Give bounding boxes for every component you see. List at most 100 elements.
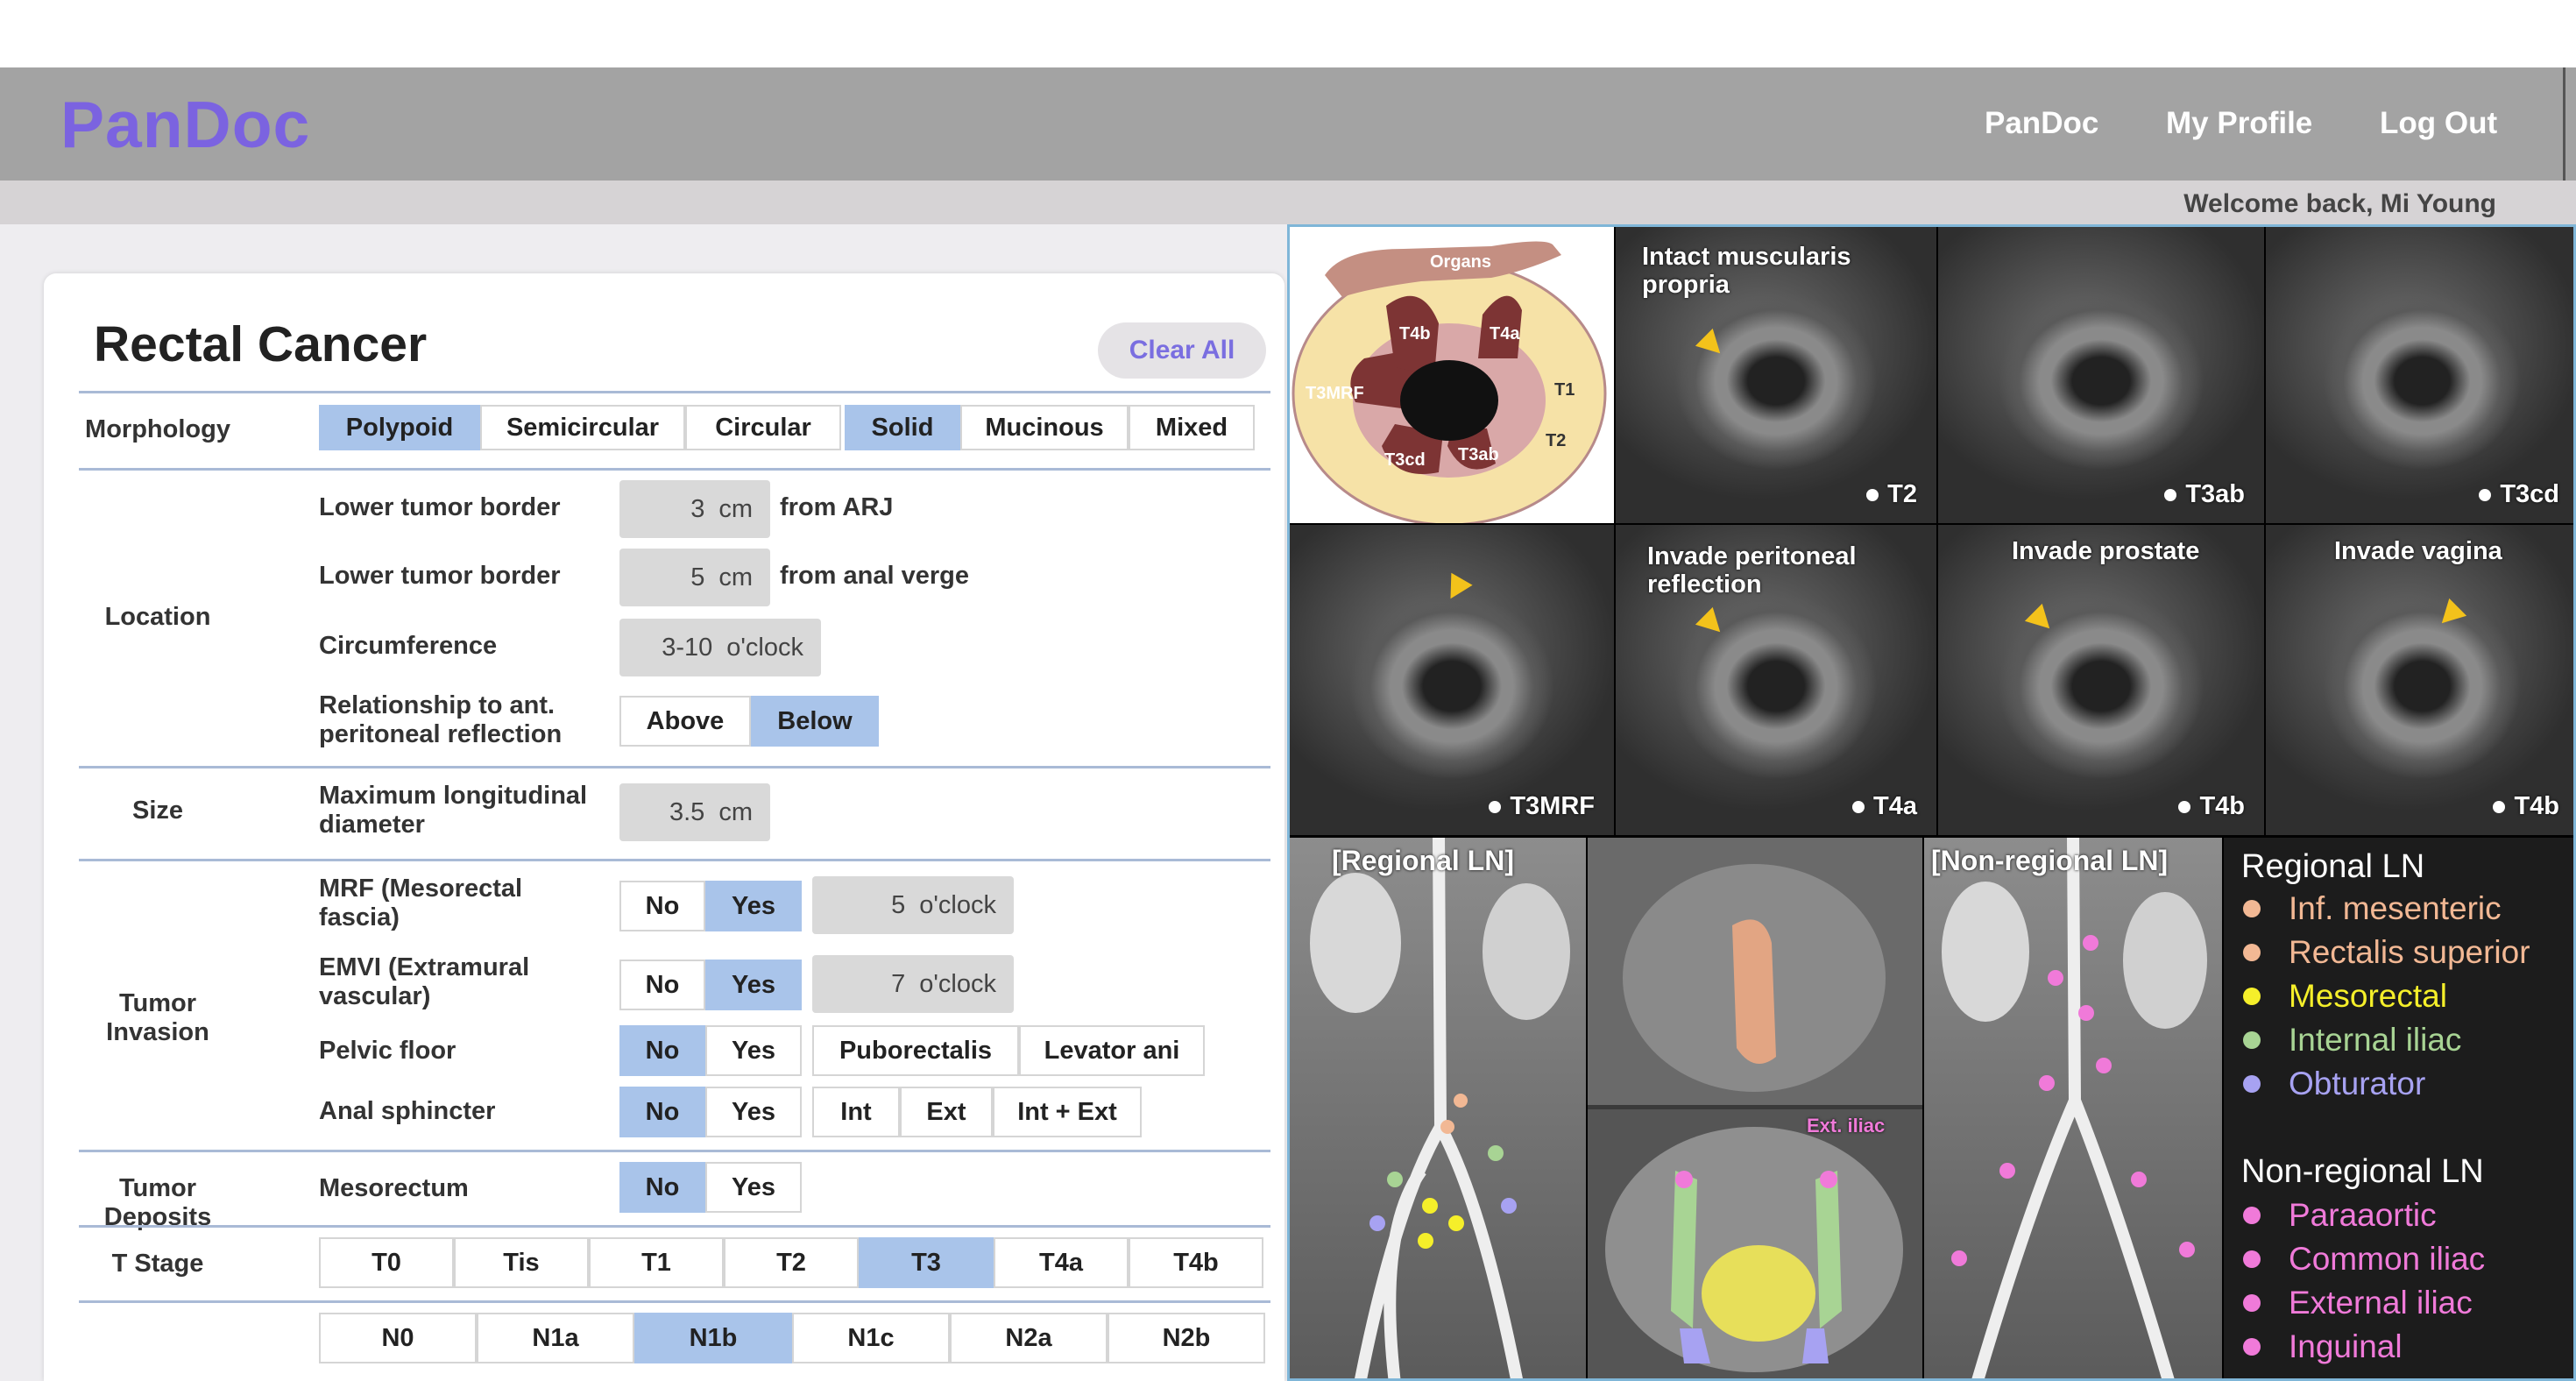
mesorectum-yes-button[interactable]: Yes: [705, 1162, 802, 1213]
legend-dot: [2243, 900, 2261, 917]
dot-icon: [2164, 488, 2177, 501]
tile-tag: T3ab: [2164, 480, 2245, 509]
anal-sphincter-yes-button[interactable]: Yes: [705, 1087, 802, 1137]
tile-tag: T4b: [2178, 792, 2245, 821]
legend-dot: [2243, 1250, 2261, 1268]
mrf-clock-value: 5: [891, 890, 906, 919]
divider: [79, 1225, 1270, 1228]
emvi-clock-input[interactable]: 7 o'clock: [812, 955, 1014, 1013]
max-diameter-input[interactable]: 3.5 cm: [619, 783, 770, 841]
morphology-mixed-button[interactable]: Mixed: [1129, 405, 1255, 450]
legend-dot: [2243, 1031, 2261, 1049]
scrollbar[interactable]: [2563, 67, 2565, 225]
tile-caption: Intact muscularis propria: [1642, 243, 1851, 299]
anal-sphincter-int-button[interactable]: Int: [812, 1087, 900, 1137]
anal-sphincter-label: Anal sphincter: [319, 1097, 496, 1125]
non-regional-ln-caption: [Non-regional LN]: [1931, 845, 2169, 876]
lower-border-av-value: 5: [690, 563, 705, 591]
n-stage-n0-button[interactable]: N0: [319, 1313, 477, 1363]
n-stage-n1a-button[interactable]: N1a: [477, 1313, 634, 1363]
emvi-yes-button[interactable]: Yes: [705, 960, 802, 1010]
n-stage-n1c-button[interactable]: N1c: [792, 1313, 950, 1363]
nav-log-out-link[interactable]: Log Out: [2380, 106, 2498, 140]
clear-all-button[interactable]: Clear All: [1098, 322, 1266, 379]
divider: [79, 1300, 1270, 1303]
morphology-mucinous-button[interactable]: Mucinous: [960, 405, 1129, 450]
ct-label: Ext. iliac: [1807, 1115, 1886, 1137]
dot-icon: [1866, 488, 1879, 501]
legend-item: Inguinal: [2243, 1328, 2403, 1365]
tile-tag: T4b: [2493, 792, 2559, 821]
mrf-no-button[interactable]: No: [619, 881, 705, 931]
legend-item: Mesorectal: [2243, 978, 2447, 1015]
relationship-above-button[interactable]: Above: [619, 696, 751, 747]
t-stage-t3-button[interactable]: T3: [859, 1237, 994, 1288]
mri-tile-t4b-prostate: Invade prostate T4b: [1938, 525, 2264, 835]
diagram-label: T2: [1546, 431, 1566, 450]
n-stage-n2a-button[interactable]: N2a: [950, 1313, 1108, 1363]
t-stage-t2-button[interactable]: T2: [724, 1237, 859, 1288]
dot-icon: [1852, 800, 1865, 813]
diagram-label: T4b: [1399, 324, 1431, 343]
mri-tile-t3mrf: T3MRF: [1290, 525, 1614, 835]
anal-sphincter-no-button[interactable]: No: [619, 1087, 705, 1137]
relationship-below-button[interactable]: Below: [751, 696, 879, 747]
n-stage-n2b-button[interactable]: N2b: [1108, 1313, 1265, 1363]
t-stage-tis-button[interactable]: Tis: [454, 1237, 589, 1288]
morphology-circular-button[interactable]: Circular: [685, 405, 841, 450]
t-stage-t1-button[interactable]: T1: [589, 1237, 724, 1288]
unit-label: cm: [718, 494, 753, 523]
tile-tag-label: T4b: [2199, 792, 2245, 820]
mesorectum-no-button[interactable]: No: [619, 1162, 705, 1213]
t-stage-t4b-button[interactable]: T4b: [1129, 1237, 1263, 1288]
t-stage-diagram-graphic: Organs T4b T4a T3MRF T1 T2 T3cd T3ab: [1292, 241, 1607, 523]
t-stage-t0-button[interactable]: T0: [319, 1237, 454, 1288]
divider: [79, 391, 1270, 393]
legend-dot: [2243, 1294, 2261, 1312]
mri-tile-t3cd: T3cd: [2266, 227, 2573, 523]
anal-sphincter-ext-button[interactable]: Ext: [900, 1087, 993, 1137]
nav-my-profile-link[interactable]: My Profile: [2166, 106, 2313, 140]
pelvic-floor-no-button[interactable]: No: [619, 1025, 705, 1076]
lower-border-av-input[interactable]: 5 cm: [619, 549, 770, 606]
divider: [79, 468, 1270, 471]
lower-border-arj-label: Lower tumor border: [319, 493, 561, 521]
lower-border-arj-value: 3: [690, 494, 705, 523]
legend-item: Rectalis superior: [2243, 934, 2530, 971]
emvi-label-line1: EMVI (Extramural: [319, 953, 530, 981]
anal-sphincter-int-ext-button[interactable]: Int + Ext: [993, 1087, 1142, 1137]
circumference-input[interactable]: 3-10 o'clock: [619, 619, 821, 676]
regional-ln-angiogram: [Regional LN]: [1290, 838, 1586, 1378]
t-stage-diagram: Organs T4b T4a T3MRF T1 T2 T3cd T3ab: [1290, 227, 1614, 523]
mrf-clock-input[interactable]: 5 o'clock: [812, 876, 1014, 934]
n-stage-n1b-button[interactable]: N1b: [634, 1313, 792, 1363]
tile-tag-label: T3MRF: [1510, 792, 1595, 820]
tile-caption: Invade peritoneal reflection: [1647, 542, 1857, 598]
tile-tag-label: T4b: [2514, 792, 2559, 820]
tile-caption: Invade vagina: [2334, 537, 2502, 565]
dot-icon: [2493, 800, 2506, 813]
dot-icon: [2479, 488, 2492, 501]
mrf-yes-button[interactable]: Yes: [705, 881, 802, 931]
non-regional-ln-angiogram: [Non-regional LN]: [1924, 838, 2222, 1378]
diagram-label: Organs: [1430, 252, 1491, 272]
lower-border-arj-input[interactable]: 3 cm: [619, 480, 770, 538]
max-diameter-label-line2: diameter: [319, 811, 425, 839]
mri-tile-t4a: Invade peritoneal reflection T4a: [1616, 525, 1936, 835]
brand-logo[interactable]: PanDoc: [60, 88, 311, 161]
morphology-semicircular-button[interactable]: Semicircular: [480, 405, 685, 450]
morphology-solid-button[interactable]: Solid: [845, 405, 960, 450]
pelvic-floor-levator-ani-button[interactable]: Levator ani: [1019, 1025, 1205, 1076]
morphology-polypoid-button[interactable]: Polypoid: [319, 405, 480, 450]
pelvic-floor-puborectalis-button[interactable]: Puborectalis: [812, 1025, 1019, 1076]
mri-tile-t3ab: T3ab: [1938, 227, 2264, 523]
ct-graphic: [1588, 838, 1922, 1378]
legend-dot: [2243, 1338, 2261, 1356]
divider: [79, 859, 1270, 861]
nav-pandoc-link[interactable]: PanDoc: [1985, 106, 2099, 140]
legend-item: Obturator: [2243, 1066, 2425, 1102]
emvi-no-button[interactable]: No: [619, 960, 705, 1010]
t-stage-t4a-button[interactable]: T4a: [994, 1237, 1129, 1288]
pelvic-floor-yes-button[interactable]: Yes: [705, 1025, 802, 1076]
legend-item: Paraaortic: [2243, 1197, 2437, 1234]
